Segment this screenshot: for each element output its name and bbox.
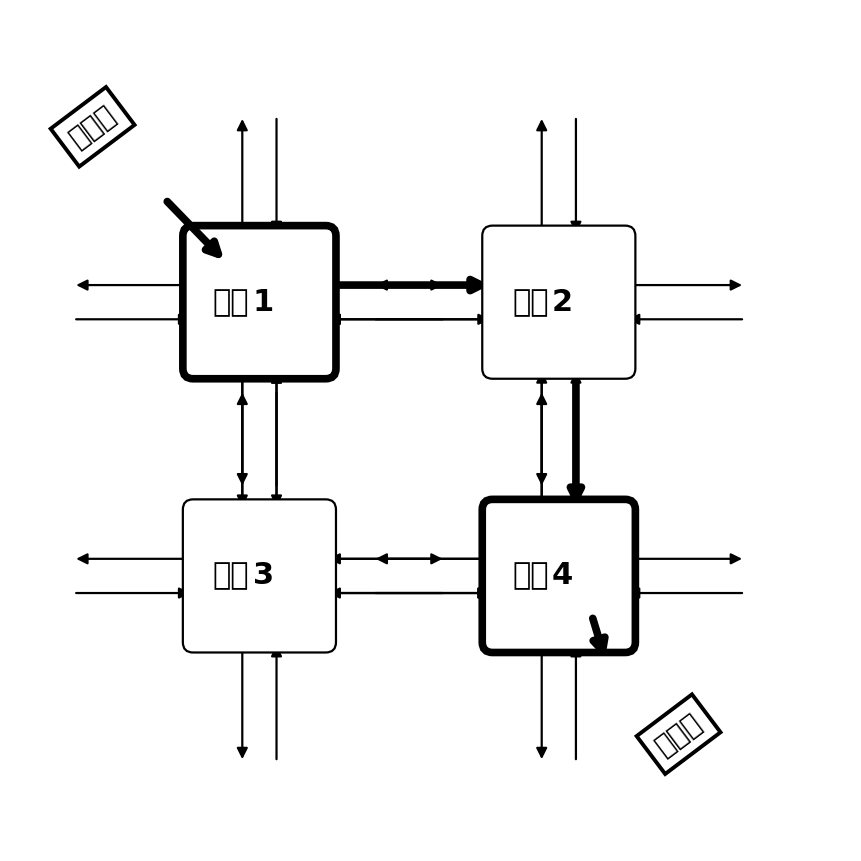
Text: 解码器: 解码器 xyxy=(650,708,707,760)
Text: 节点: 节点 xyxy=(512,288,548,317)
Text: 节点: 节点 xyxy=(213,288,249,317)
Text: 4: 4 xyxy=(552,561,573,591)
FancyBboxPatch shape xyxy=(183,226,336,379)
Text: 节点: 节点 xyxy=(512,561,548,591)
Text: 节点: 节点 xyxy=(213,561,249,591)
Text: 2: 2 xyxy=(552,288,573,317)
FancyBboxPatch shape xyxy=(482,226,635,379)
Text: 编码器: 编码器 xyxy=(65,101,121,153)
FancyBboxPatch shape xyxy=(183,499,336,653)
FancyBboxPatch shape xyxy=(482,499,635,653)
Text: 3: 3 xyxy=(252,561,274,591)
Text: 1: 1 xyxy=(252,288,274,317)
